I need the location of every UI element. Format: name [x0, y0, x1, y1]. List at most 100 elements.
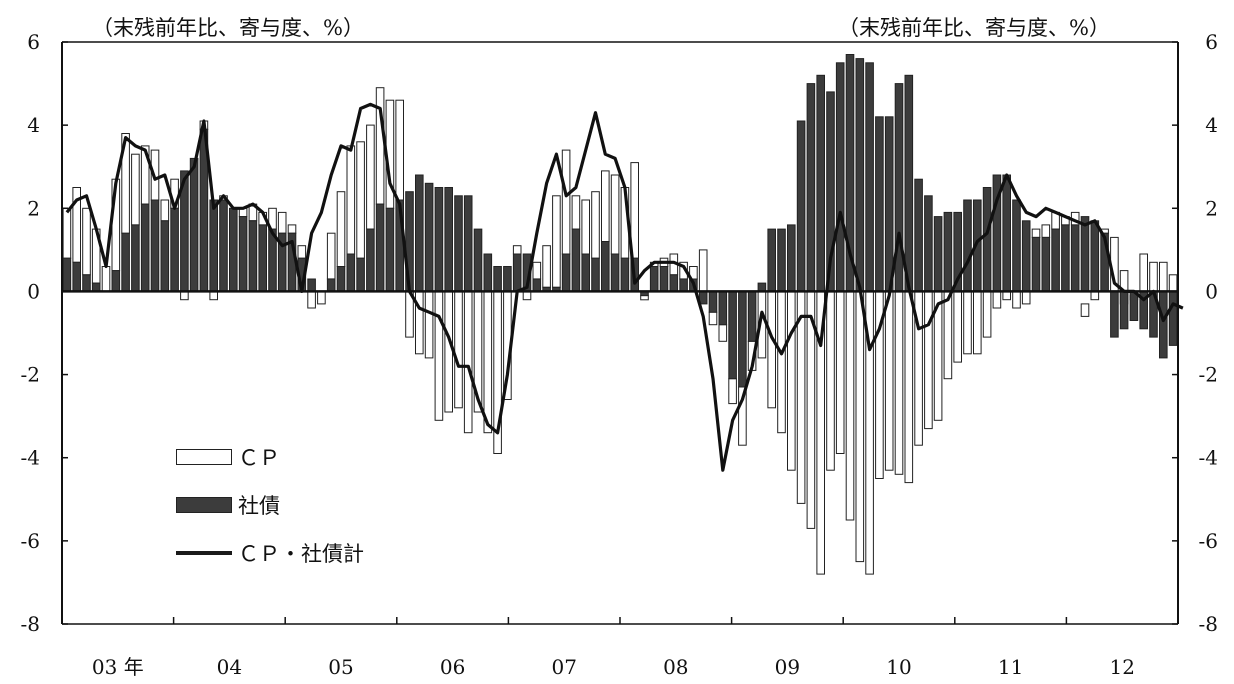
cp-bar: [131, 153, 140, 226]
legend-swatch-cp: [176, 449, 232, 465]
right-y-tick-label: -4: [1199, 446, 1218, 470]
cp-bar: [1149, 261, 1158, 292]
corporate-bond-bar: [209, 199, 218, 292]
corporate-bond-bar: [718, 290, 728, 326]
cp-bar: [1041, 224, 1051, 238]
axes-group: [61, 41, 1179, 625]
left-y-tick-label: 2: [27, 196, 40, 220]
corporate-bond-bar: [336, 266, 346, 292]
corporate-bond-bar: [747, 290, 757, 342]
corporate-bond-bar: [1129, 290, 1139, 321]
corporate-bond-bar: [385, 207, 395, 292]
corporate-bond-bar: [346, 253, 356, 292]
corporate-bond-bar: [914, 178, 923, 292]
corporate-bond-bar: [463, 195, 473, 292]
legend-item-total: ＣＰ・社債計: [176, 538, 364, 568]
x-year-label: 06: [440, 655, 465, 679]
corporate-bond-bar: [307, 278, 316, 292]
x-year-label: 08: [663, 655, 688, 679]
corporate-bond-bar: [806, 83, 816, 292]
corporate-bond-bar: [121, 232, 130, 292]
corporate-bond-bar: [767, 228, 777, 293]
cp-bar: [101, 266, 111, 292]
cp-bar: [552, 195, 561, 288]
corporate-bond-bar: [72, 261, 82, 292]
cp-bar: [992, 290, 1002, 309]
cp-bar: [317, 290, 326, 305]
cp-bar: [571, 195, 581, 230]
cp-bar: [767, 290, 777, 409]
cp-bar: [698, 249, 708, 292]
corporate-bond-bar: [581, 253, 591, 292]
corporate-bond-bar: [1041, 236, 1051, 292]
corporate-bond-bar: [375, 203, 385, 292]
corporate-bond-bar: [816, 74, 826, 292]
cp-bar: [884, 290, 894, 471]
corporate-bond-bar: [1021, 220, 1031, 292]
cp-bar: [591, 191, 600, 259]
cp-bar: [346, 145, 356, 255]
corporate-bond-bar: [229, 207, 238, 292]
corporate-bond-bar: [1051, 228, 1060, 293]
corporate-bond-bar: [150, 199, 160, 292]
corporate-bond-bar: [1119, 290, 1129, 330]
legend-item-corporate-bond: 社債: [176, 490, 280, 520]
left-y-tick-label: 0: [27, 279, 40, 303]
cp-bar: [1159, 261, 1168, 292]
corporate-bond-bar: [591, 257, 600, 293]
cp-bar: [287, 224, 297, 234]
corporate-bond-bar: [1031, 236, 1041, 292]
cp-bar: [894, 290, 904, 475]
corporate-bond-bars: [62, 54, 1178, 388]
cp-bar: [1139, 253, 1149, 292]
x-year-label: 09: [775, 655, 800, 679]
x-year-label: 04: [217, 655, 242, 679]
cp-bar: [160, 199, 170, 222]
cp-bar: [982, 290, 992, 338]
corporate-bond-bar: [1061, 224, 1070, 292]
cp-bar: [326, 232, 336, 280]
corporate-bond-bar: [787, 224, 796, 292]
cp-bar: [444, 290, 453, 413]
corporate-bond-bar: [571, 228, 581, 293]
corporate-bond-bar: [904, 74, 914, 292]
corporate-bond-bar: [943, 211, 953, 292]
corporate-bond-bar: [512, 253, 522, 292]
cp-bar: [777, 290, 786, 434]
x-year-label: 10: [886, 655, 911, 679]
right-y-tick-label: 0: [1205, 279, 1218, 303]
corporate-bond-bar: [1012, 199, 1021, 292]
corporate-bond-bar: [424, 182, 434, 292]
cp-bar: [424, 290, 434, 359]
corporate-bond-bar: [91, 282, 101, 292]
cp-bar: [581, 199, 591, 255]
left-y-tick-label: -6: [21, 529, 40, 553]
x-year-label: 03 年: [92, 655, 144, 679]
corporate-bond-bar: [258, 224, 267, 292]
corporate-bond-bar: [738, 290, 747, 388]
corporate-bond-bar: [503, 266, 512, 292]
cp-bar: [787, 290, 796, 471]
corporate-bond-bar: [1159, 290, 1168, 359]
corporate-bond-bar: [1002, 174, 1012, 292]
cp-bar: [1168, 274, 1178, 292]
corporate-bond-bar: [434, 187, 444, 292]
corporate-bond-bar: [649, 266, 659, 292]
corporate-bond-bar: [189, 157, 199, 292]
cp-bar: [640, 295, 649, 301]
right-y-tick-label: 4: [1205, 113, 1218, 137]
right-y-ticks: 6 4 2 0 -2 -4 -6 -8: [1172, 30, 1218, 636]
cp-bar: [454, 290, 463, 409]
left-y-tick-label: -8: [21, 612, 40, 636]
cp-bar: [728, 378, 737, 405]
corporate-bond-bar: [326, 278, 336, 292]
x-ticks: 03 年 04 05 06 07 08 09 10 11 12: [92, 617, 1135, 679]
right-y-tick-label: -2: [1199, 363, 1218, 387]
corporate-bond-bar: [777, 228, 786, 293]
cp-bar: [434, 290, 444, 421]
right-y-tick-label: 6: [1205, 30, 1218, 54]
left-y-tick-label: 6: [27, 30, 40, 54]
corporate-bond-bar: [248, 220, 258, 292]
cp-bar: [512, 245, 522, 255]
